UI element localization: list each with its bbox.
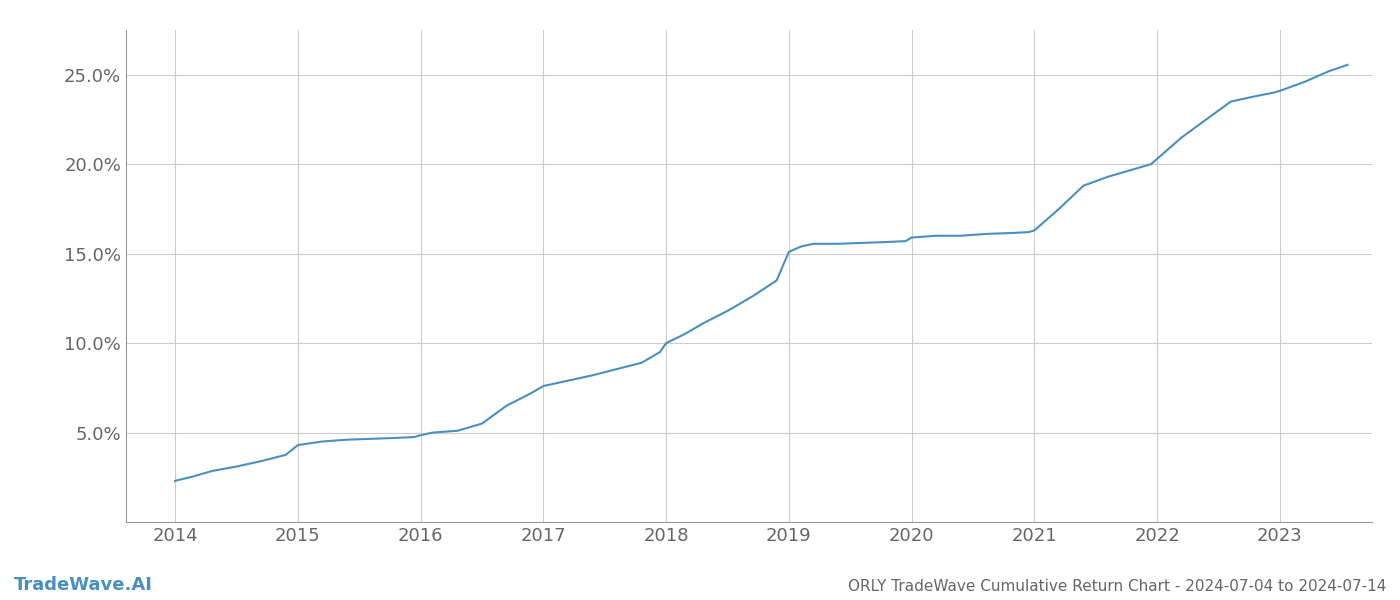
Text: ORLY TradeWave Cumulative Return Chart - 2024-07-04 to 2024-07-14: ORLY TradeWave Cumulative Return Chart -… (847, 579, 1386, 594)
Text: TradeWave.AI: TradeWave.AI (14, 576, 153, 594)
